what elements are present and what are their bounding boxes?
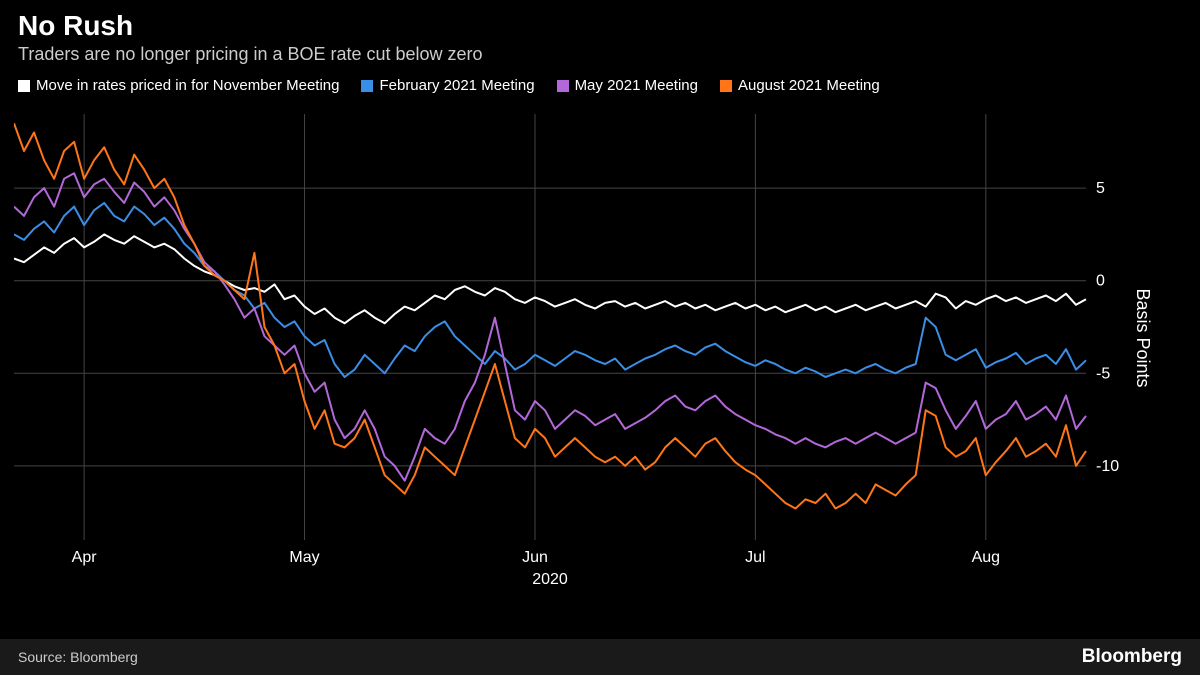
svg-text:Apr: Apr — [72, 549, 98, 566]
legend-item: February 2021 Meeting — [361, 77, 534, 94]
legend-item: May 2021 Meeting — [557, 77, 698, 94]
series-line — [14, 203, 1086, 377]
legend-swatch — [361, 80, 373, 92]
chart-subtitle: Traders are no longer pricing in a BOE r… — [18, 44, 1182, 65]
series-line — [14, 173, 1086, 480]
legend-label: May 2021 Meeting — [575, 77, 698, 94]
legend-item: August 2021 Meeting — [720, 77, 880, 94]
series-line — [14, 123, 1086, 508]
svg-text:Aug: Aug — [972, 549, 1000, 566]
series-line — [14, 234, 1086, 323]
chart-svg: 5 0 -5 -10 Apr May Jun Jul Aug 2020 — [14, 108, 1134, 590]
brand-logo: Bloomberg — [1082, 646, 1182, 668]
svg-text:May: May — [289, 549, 319, 566]
svg-text:Jun: Jun — [522, 549, 548, 566]
legend: Move in rates priced in for November Mee… — [0, 69, 1200, 98]
chart-title: No Rush — [18, 10, 1182, 42]
svg-text:5: 5 — [1096, 180, 1105, 197]
legend-swatch — [720, 80, 732, 92]
svg-text:Jul: Jul — [745, 549, 765, 566]
chart-plot-area: 5 0 -5 -10 Apr May Jun Jul Aug 2020 — [14, 108, 1134, 590]
svg-text:2020: 2020 — [532, 571, 568, 588]
legend-swatch — [557, 80, 569, 92]
legend-label: Move in rates priced in for November Mee… — [36, 77, 339, 94]
legend-label: February 2021 Meeting — [379, 77, 534, 94]
footer: Source: Bloomberg Bloomberg — [0, 639, 1200, 675]
svg-text:-10: -10 — [1096, 458, 1119, 475]
legend-item: Move in rates priced in for November Mee… — [18, 77, 339, 94]
source-text: Source: Bloomberg — [18, 649, 138, 665]
y-axis-label: Basis Points — [1132, 288, 1153, 387]
legend-label: August 2021 Meeting — [738, 77, 880, 94]
legend-swatch — [18, 80, 30, 92]
svg-text:0: 0 — [1096, 273, 1105, 290]
svg-text:-5: -5 — [1096, 365, 1110, 382]
